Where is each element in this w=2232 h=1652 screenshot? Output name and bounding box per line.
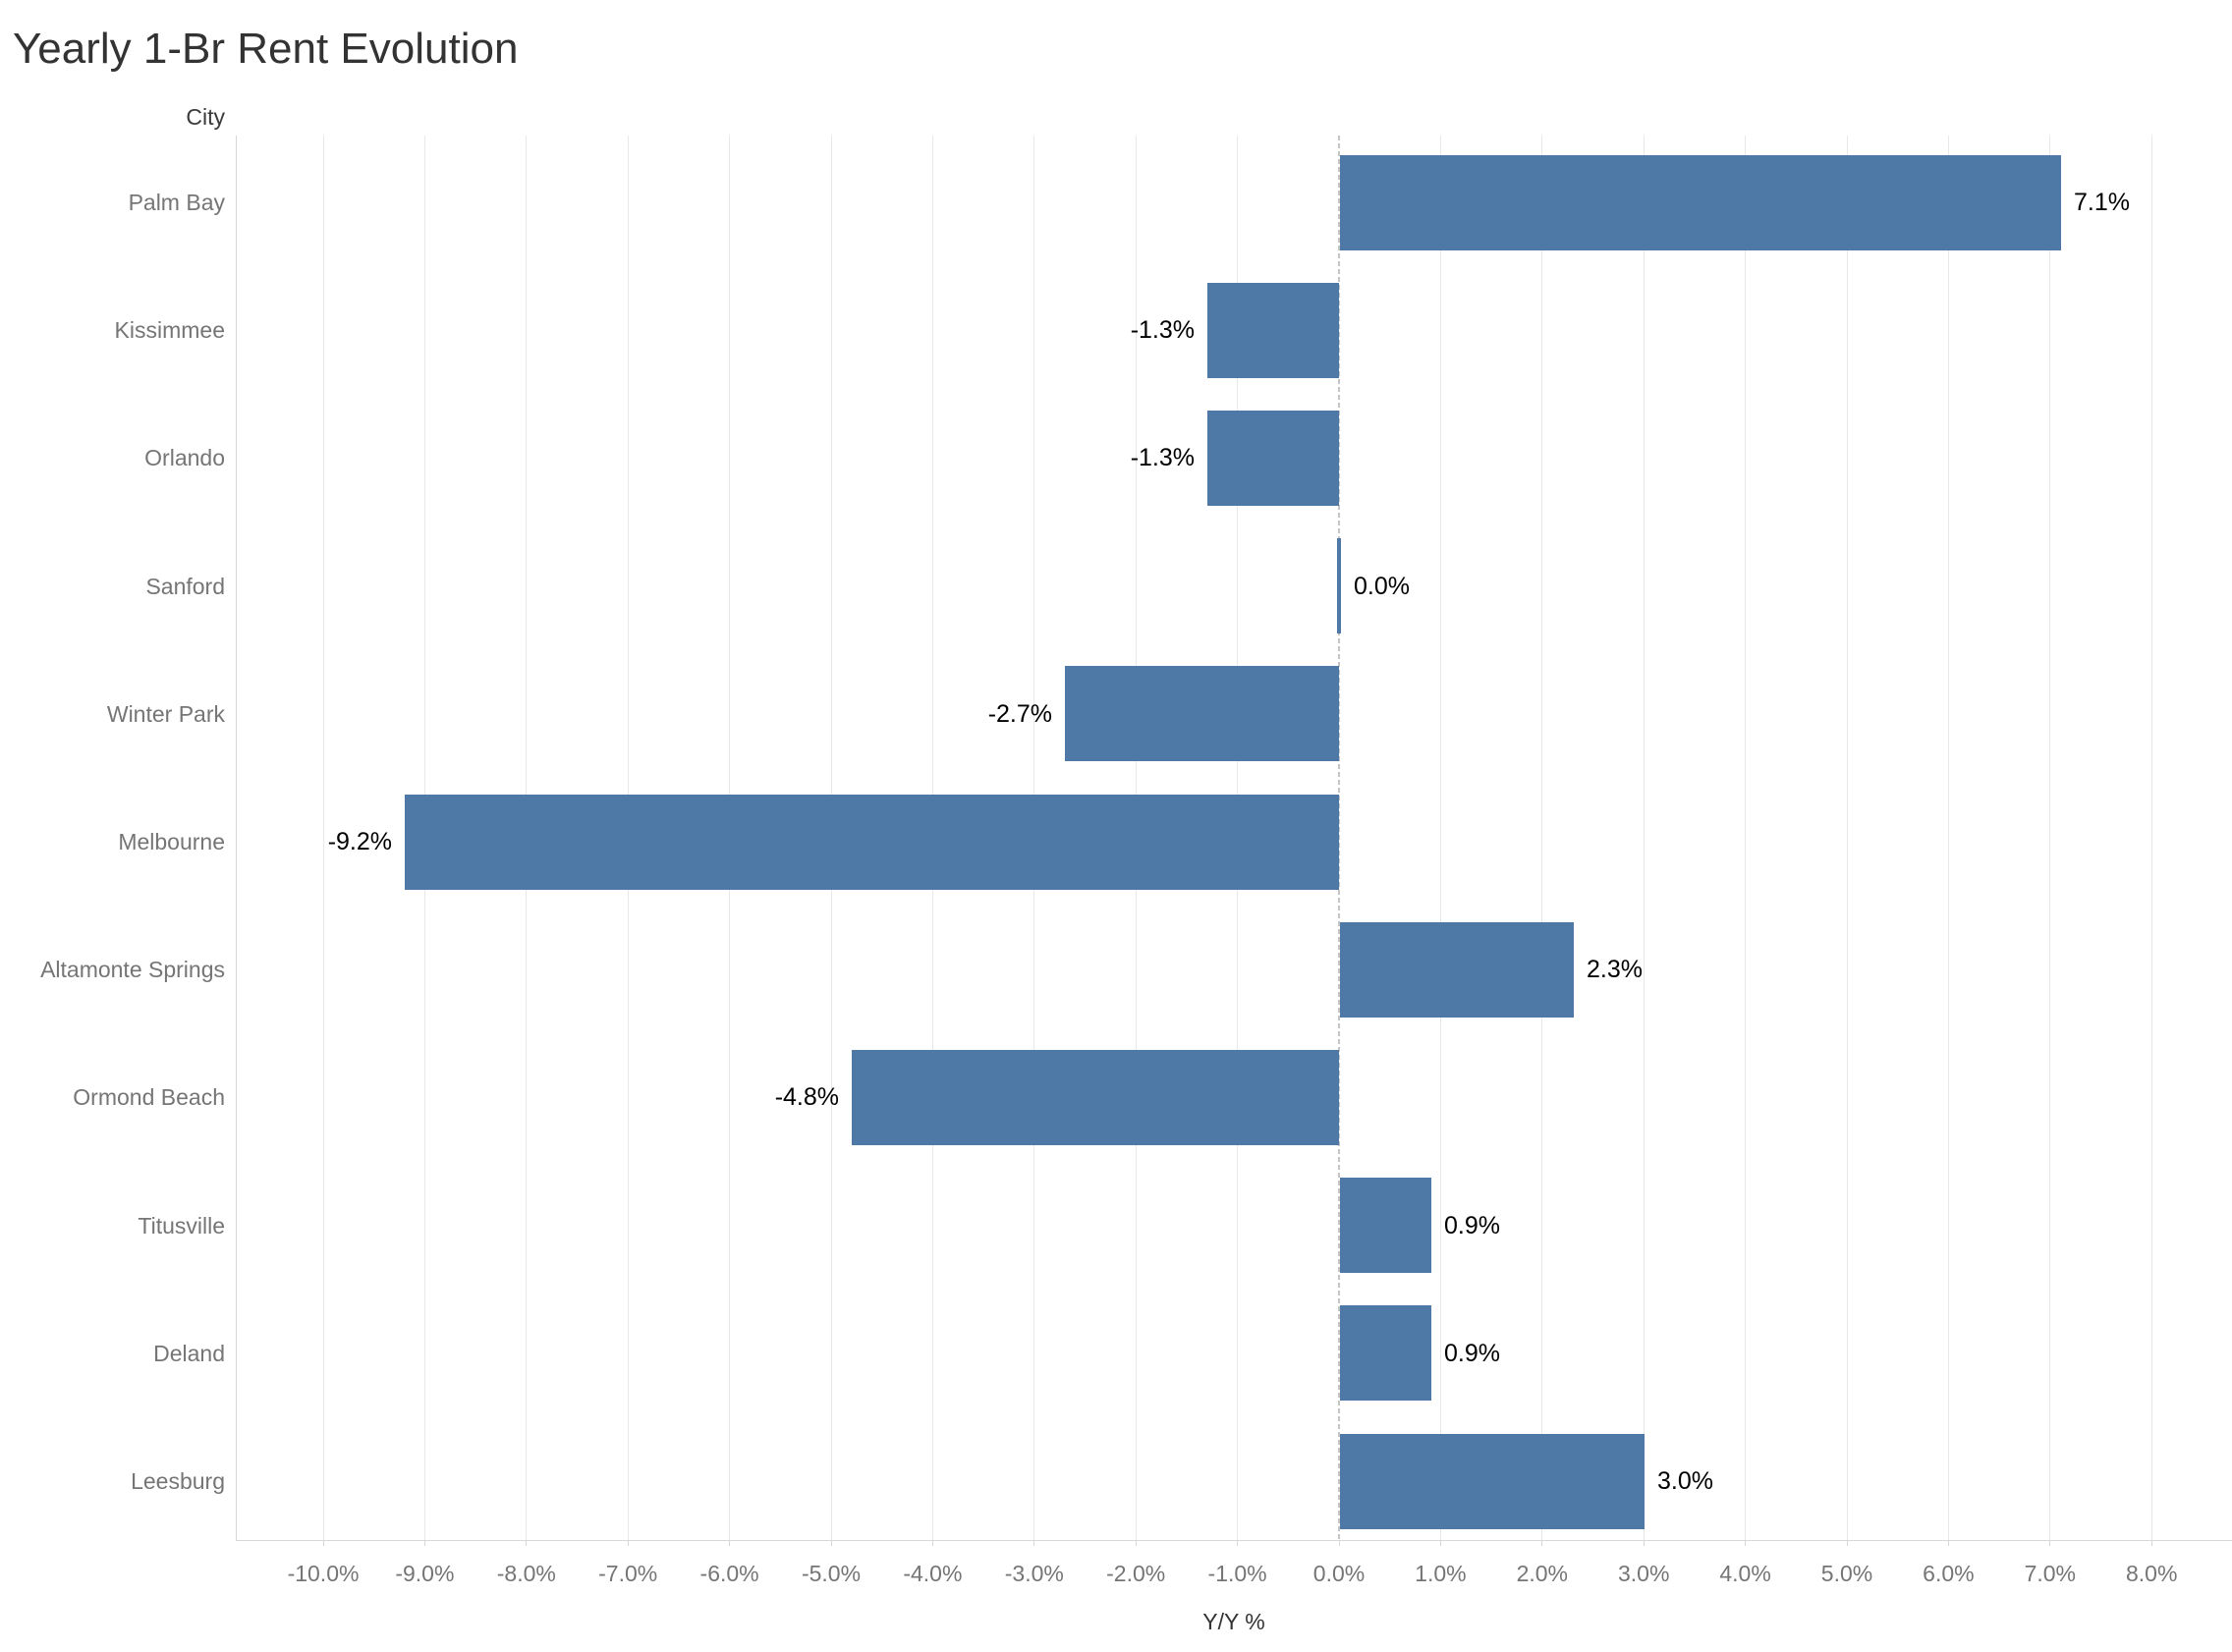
category-label: Melbourne xyxy=(118,829,225,854)
x-tick-mark xyxy=(1237,1540,1239,1546)
x-tick-label: 3.0% xyxy=(1617,1561,1670,1586)
gridline xyxy=(1541,136,1543,1540)
x-tick-mark xyxy=(1541,1540,1543,1546)
gridline xyxy=(2049,136,2051,1540)
bar[interactable] xyxy=(1337,538,1341,633)
bar[interactable] xyxy=(1340,1434,1645,1529)
x-tick-mark xyxy=(2049,1540,2051,1546)
gridline xyxy=(2150,136,2152,1540)
x-tick-mark xyxy=(1338,1540,1340,1546)
x-tick-mark xyxy=(1033,1540,1035,1546)
x-axis-line xyxy=(236,1540,2232,1541)
bar[interactable] xyxy=(1340,155,2061,250)
category-column-header: City xyxy=(186,104,225,130)
category-label: Sanford xyxy=(145,573,225,599)
bar-value-label: -2.7% xyxy=(987,699,1052,728)
bar[interactable] xyxy=(405,795,1339,890)
plot-left-border xyxy=(236,136,237,1540)
x-tick-mark xyxy=(1643,1540,1645,1546)
gridline xyxy=(1439,136,1441,1540)
x-tick-label: -1.0% xyxy=(1207,1561,1267,1586)
bar-value-label: 0.9% xyxy=(1444,1339,1500,1367)
category-label: Leesburg xyxy=(131,1468,225,1494)
x-axis-title: Y/Y % xyxy=(1202,1609,1265,1634)
x-tick-label: 6.0% xyxy=(1923,1561,1975,1586)
bar[interactable] xyxy=(1207,283,1339,378)
x-tick-mark xyxy=(423,1540,425,1546)
bar[interactable] xyxy=(1340,1305,1431,1401)
bar-value-label: 0.9% xyxy=(1444,1211,1500,1239)
x-tick-mark xyxy=(931,1540,933,1546)
gridline xyxy=(1643,136,1645,1540)
chart-title: Yearly 1-Br Rent Evolution xyxy=(13,25,519,73)
x-tick-label: -3.0% xyxy=(1004,1561,1064,1586)
x-tick-label: 7.0% xyxy=(2024,1561,2077,1586)
category-label: Ormond Beach xyxy=(73,1084,225,1111)
x-tick-label: -6.0% xyxy=(699,1561,759,1586)
x-tick-label: -5.0% xyxy=(801,1561,862,1586)
x-tick-label: 5.0% xyxy=(1820,1561,1873,1586)
x-tick-mark xyxy=(627,1540,629,1546)
gridline xyxy=(1745,136,1747,1540)
category-label: Orlando xyxy=(144,445,225,471)
category-label: Palm Bay xyxy=(128,190,225,215)
category-label: Deland xyxy=(153,1340,225,1366)
x-tick-label: 0.0% xyxy=(1312,1561,1366,1586)
zero-reference-line xyxy=(1338,136,1340,1540)
bar[interactable] xyxy=(852,1050,1339,1145)
gridline xyxy=(1947,136,1949,1540)
bar-value-label: 2.3% xyxy=(1587,956,1643,984)
x-tick-mark xyxy=(830,1540,832,1546)
x-tick-mark xyxy=(729,1540,731,1546)
bar-value-label: -4.8% xyxy=(774,1083,839,1112)
x-tick-mark xyxy=(1947,1540,1949,1546)
x-tick-mark xyxy=(322,1540,324,1546)
x-tick-label: 8.0% xyxy=(2125,1561,2178,1586)
category-label: Titusville xyxy=(138,1212,225,1239)
gridline xyxy=(1846,136,1848,1540)
x-tick-label: -10.0% xyxy=(287,1561,360,1586)
x-tick-label: -8.0% xyxy=(496,1561,556,1586)
category-label: Winter Park xyxy=(106,700,225,727)
x-tick-mark xyxy=(1135,1540,1137,1546)
bar-value-label: 7.1% xyxy=(2074,189,2130,216)
x-tick-mark xyxy=(1439,1540,1441,1546)
x-tick-label: 4.0% xyxy=(1719,1561,1771,1586)
x-tick-label: -9.0% xyxy=(395,1561,455,1586)
bar-value-label: -1.3% xyxy=(1130,316,1195,345)
bar-value-label: -9.2% xyxy=(327,828,392,855)
bar[interactable] xyxy=(1340,922,1574,1018)
x-tick-mark xyxy=(1745,1540,1747,1546)
category-label: Altamonte Springs xyxy=(40,957,225,983)
x-tick-mark xyxy=(1846,1540,1848,1546)
x-tick-label: -7.0% xyxy=(598,1561,658,1586)
x-tick-label: -2.0% xyxy=(1106,1561,1166,1586)
category-label: Kissimmee xyxy=(114,317,225,344)
bar[interactable] xyxy=(1340,1178,1431,1273)
x-tick-label: 1.0% xyxy=(1415,1561,1467,1586)
bar[interactable] xyxy=(1065,666,1339,761)
x-tick-label: 2.0% xyxy=(1516,1561,1569,1586)
bar-value-label: 3.0% xyxy=(1657,1467,1713,1495)
gridline xyxy=(322,136,324,1540)
x-tick-mark xyxy=(526,1540,528,1546)
x-tick-mark xyxy=(2150,1540,2152,1546)
x-tick-label: -4.0% xyxy=(903,1561,963,1586)
bar[interactable] xyxy=(1207,411,1339,506)
bar-value-label: 0.0% xyxy=(1354,572,1410,600)
bar-value-label: -1.3% xyxy=(1130,444,1195,472)
